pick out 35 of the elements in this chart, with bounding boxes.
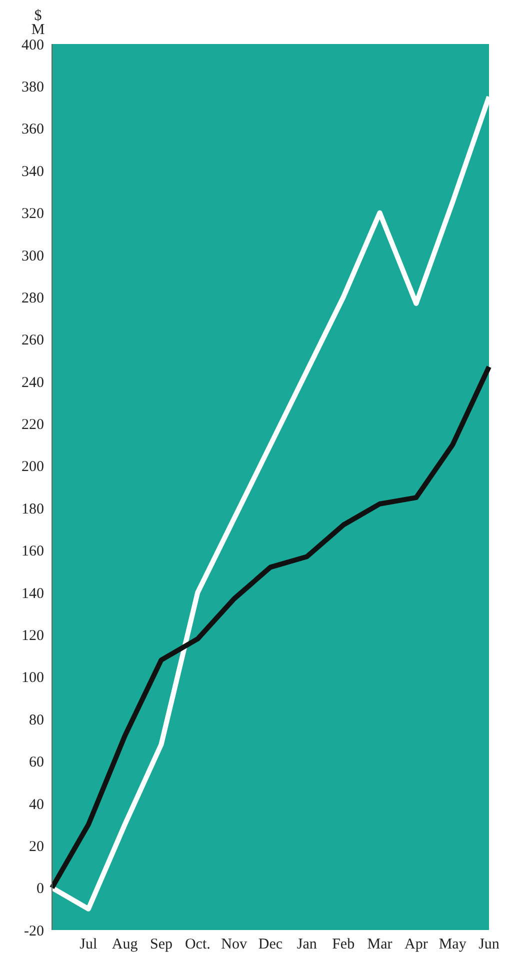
y-tick-label: 260 (22, 332, 44, 349)
y-tick-label: 300 (22, 248, 44, 264)
x-tick-label: May (438, 936, 467, 953)
y-tick-label: 360 (22, 122, 44, 138)
x-tick-label: Jan (296, 936, 318, 953)
y-tick-label: 280 (22, 290, 44, 306)
y-tick-label: 80 (29, 712, 44, 728)
x-tick-label: Aug (112, 936, 138, 953)
y-tick-label: 20 (29, 838, 44, 855)
x-tick-label: Nov (221, 936, 248, 953)
y-tick-label: 180 (22, 501, 44, 518)
y-tick-label: 320 (22, 206, 44, 222)
y-tick-label: 380 (22, 80, 44, 96)
y-tick-label: 340 (22, 164, 44, 180)
y-tick-label: -20 (24, 923, 44, 940)
y-tick-label: 120 (22, 628, 44, 644)
x-tick-label: Sep (150, 936, 172, 953)
x-tick-label: Jul (80, 936, 98, 953)
x-tick-label: Mar (367, 936, 392, 953)
y-tick-label: 160 (22, 544, 44, 560)
y-tick-label: 240 (22, 374, 44, 391)
y-tick-label: 400 (22, 37, 44, 54)
x-tick-label: Oct. (184, 936, 210, 953)
x-tick-label: Apr (404, 936, 428, 953)
y-tick-label: 220 (22, 417, 44, 434)
y-tick-label: 60 (29, 754, 44, 771)
x-tick-label: Dec (258, 936, 283, 953)
y-tick-label: 100 (22, 670, 44, 686)
y-axis-title: $ M (31, 8, 45, 38)
x-tick-label: Jun (478, 936, 500, 953)
y-tick-label: 40 (29, 796, 44, 813)
y-tick-label: 140 (22, 586, 44, 602)
y-tick-label: 200 (22, 459, 44, 476)
x-tick-label: Feb (332, 936, 355, 953)
y-tick-label: 0 (36, 881, 44, 898)
